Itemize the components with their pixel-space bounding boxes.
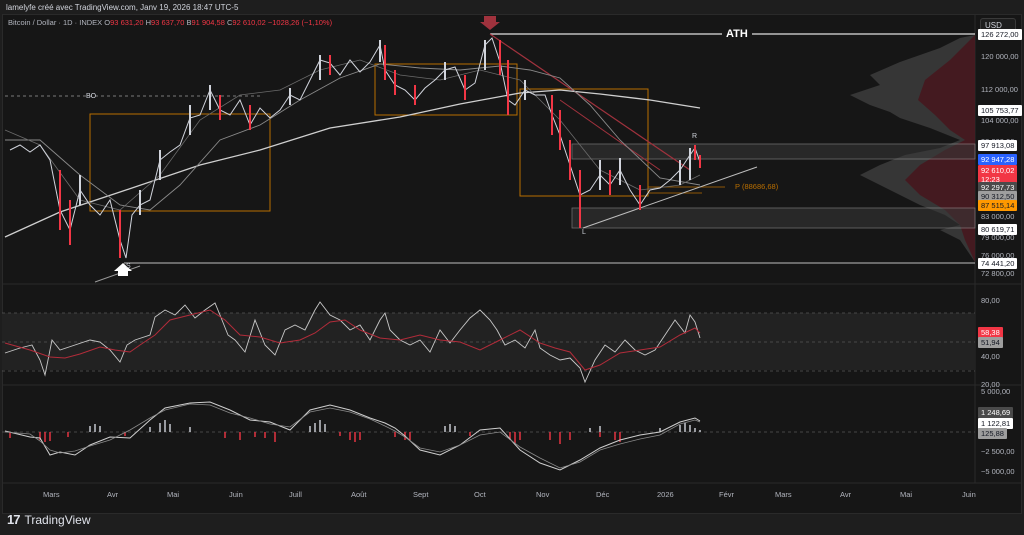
l-label: L	[582, 229, 586, 236]
macd-tick: −5 000,00	[981, 467, 1015, 476]
signal-tag: 1 122,81	[978, 418, 1014, 429]
time-tick: Juin	[962, 490, 976, 499]
low-value: 91 904,58	[191, 18, 225, 27]
rsi-tag: 51,94	[978, 337, 1003, 348]
price-tick: 72 800,00	[981, 269, 1015, 278]
time-tick: Mars	[43, 490, 60, 499]
macd-tick: 5 000,00	[981, 387, 1011, 396]
macd-tag: 1 248,69	[978, 407, 1014, 418]
p-level-price-tag: 87 515,14	[978, 200, 1018, 211]
rsi-ma-tag: 58,38	[978, 327, 1003, 338]
macd-histogram	[9, 420, 701, 444]
time-tick: Mai	[167, 490, 180, 499]
up-arrow-marker	[114, 263, 132, 276]
ath-price-tag: 126 272,00	[978, 29, 1022, 40]
price-tick: 112 000,00	[981, 85, 1018, 94]
price-tick: 120 000,00	[981, 52, 1019, 61]
time-tick: Juill	[289, 490, 302, 499]
time-tick: Avr	[107, 490, 119, 499]
time-tick: Mai	[900, 490, 913, 499]
rsi-tick: 20,00	[981, 380, 1000, 389]
price-tick: 104 000,00	[981, 116, 1019, 125]
time-tick: Mars	[775, 490, 792, 499]
change-value: −1028,26 (−1,10%)	[267, 18, 333, 27]
r-label: R	[692, 133, 698, 140]
close-value: 92 610,02	[232, 18, 266, 27]
time-tick: Févr	[719, 490, 734, 499]
symbol-name[interactable]: Bitcoin / Dollar · 1D · INDEX	[8, 18, 103, 27]
bo-label: BO	[86, 93, 97, 100]
rsi-tick: 40,00	[981, 352, 1000, 361]
time-tick: Août	[351, 490, 367, 499]
volume-profile	[850, 35, 975, 262]
candlesticks	[9, 37, 701, 259]
blue-line-price-tag: 92 947,28	[978, 154, 1018, 165]
macd-tick: −2 500,00	[981, 447, 1015, 456]
resistance-price-tag: 97 913,08	[978, 140, 1018, 151]
s-label: S	[126, 263, 131, 270]
time-tick: Déc	[596, 490, 610, 499]
histogram-tag: 125,88	[978, 428, 1007, 439]
p-level-label: P (88686,68)	[735, 182, 779, 191]
support-price-tag: 80 619,71	[978, 224, 1018, 235]
ohlc-legend: Bitcoin / Dollar · 1D · INDEX O93 631,20…	[8, 18, 333, 27]
ma-tag-3: 90 312,50	[978, 191, 1018, 202]
s-low-price-tag: 74 441,20	[978, 258, 1018, 269]
open-value: 93 631,20	[110, 18, 144, 27]
ma-tag-2: 92 297,73	[978, 182, 1018, 193]
tradingview-mark-icon: 17	[7, 512, 21, 527]
ath-label: ATH	[722, 28, 752, 40]
author-credit: lamelyfe créé avec TradingView.com, Janv…	[6, 3, 239, 12]
tradingview-wordmark: TradingView	[24, 512, 91, 527]
time-tick: 2026	[657, 490, 674, 499]
rsi-tick: 80,00	[981, 296, 1000, 305]
time-tick: Oct	[474, 490, 486, 499]
header-bar: lamelyfe créé avec TradingView.com, Janv…	[0, 0, 1024, 14]
ma-price-tag: 105 753,77	[978, 105, 1022, 116]
price-tick: 83 000,00	[981, 212, 1015, 221]
chart-panel[interactable]	[2, 14, 1022, 514]
price-tick: 79 000,00	[981, 233, 1015, 242]
countdown: 12:23	[981, 175, 1000, 184]
time-tick: Nov	[536, 490, 550, 499]
high-value: 93 637,70	[151, 18, 185, 27]
time-tick: Avr	[840, 490, 852, 499]
time-tick: Juin	[229, 490, 243, 499]
price-tick: 76 000,00	[981, 251, 1015, 260]
time-tick: Sept	[413, 490, 429, 499]
tradingview-logo[interactable]: 17 TradingView	[7, 512, 91, 527]
last-price-tag: 92 610,02 12:23	[978, 165, 1018, 187]
down-arrow-marker	[480, 16, 500, 30]
